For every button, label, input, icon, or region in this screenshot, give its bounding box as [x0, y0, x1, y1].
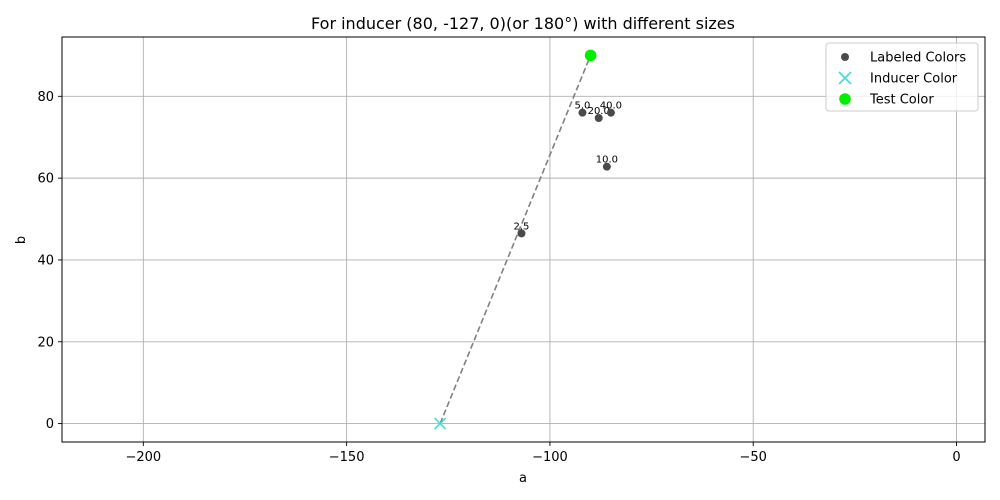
legend-entry-label: Inducer Color — [870, 72, 958, 87]
x-tick-label: 0 — [952, 450, 960, 465]
inducer-color-marker — [838, 71, 852, 85]
marker-stroke — [838, 71, 852, 85]
test-color-point — [584, 49, 597, 62]
connector-line — [439, 55, 592, 424]
inducer-color-marker — [434, 417, 447, 430]
marks: 2.5 5.0 10.0 20.040.0 — [434, 49, 622, 430]
x-tick-label: −150 — [329, 450, 365, 465]
chart-title: For inducer (80, -127, 0)(or 180°) with … — [311, 14, 735, 33]
x-tick-label: −50 — [740, 450, 767, 465]
x-tick-label: −100 — [532, 450, 568, 465]
labeled-color-point — [841, 53, 849, 61]
labeled-color-point — [578, 108, 587, 117]
y-tick-label: 20 — [37, 335, 54, 350]
labeled-color-point — [606, 108, 615, 117]
plot-frame — [61, 36, 986, 443]
labeled-color-point — [602, 162, 611, 171]
marker-stroke — [434, 417, 447, 430]
point-label: 10.0 — [596, 155, 618, 166]
labeled-color-point — [594, 114, 603, 122]
point-label: 40.0 — [600, 101, 622, 112]
legend-entry-label: Labeled Colors — [870, 51, 966, 66]
labeled-color-point — [517, 229, 526, 238]
point-label: 5.0 — [575, 101, 591, 112]
y-tick-label: 0 — [46, 417, 54, 432]
point-label: 20.0 — [588, 106, 610, 117]
y-tick-label: 60 — [37, 172, 54, 187]
legend-box — [825, 42, 979, 112]
connector-line-group — [439, 55, 592, 424]
y-tick-label: 80 — [37, 90, 54, 105]
point-label: 2.5 — [514, 221, 530, 232]
ticks: −200 −150 −100 −50 0 0 20 40 60 80 — [37, 90, 960, 465]
x-axis-label: a — [519, 471, 527, 486]
y-axis-label: b — [14, 236, 29, 244]
x-tick-label: −200 — [125, 450, 161, 465]
legend-entry-label: Test Color — [869, 93, 934, 108]
legend: Labeled Colors Inducer Color Test Color — [825, 42, 979, 112]
test-color-point — [839, 93, 851, 105]
y-tick-label: 40 — [37, 253, 54, 268]
